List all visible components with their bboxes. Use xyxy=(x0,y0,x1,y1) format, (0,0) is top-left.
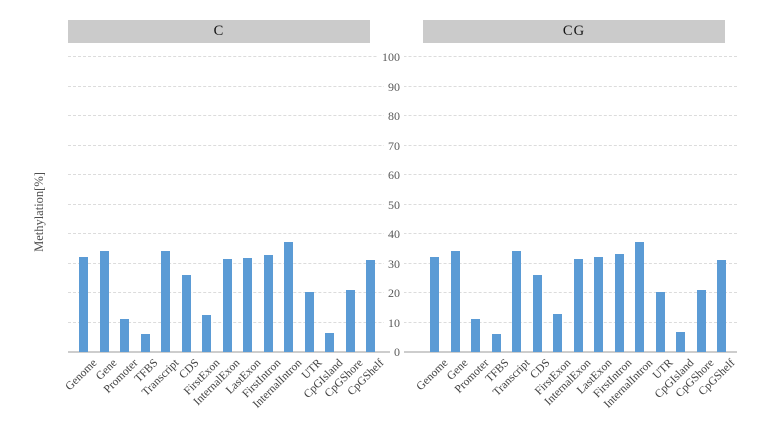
bar-genome xyxy=(430,257,439,352)
bar-firstintron xyxy=(263,254,273,352)
y-tick-label: 10 xyxy=(384,314,404,331)
bar-cds xyxy=(532,275,542,352)
bar-gene xyxy=(450,251,460,352)
bar-cpgshelf xyxy=(717,259,726,352)
y-axis-title: Methylation[%] xyxy=(32,172,46,252)
bar-cpgisland xyxy=(325,332,334,352)
y-tick-label: 60 xyxy=(384,167,404,183)
bar-internalexon xyxy=(573,259,583,352)
y-tick-label: 50 xyxy=(384,196,404,213)
bar-cpgshore xyxy=(696,289,706,352)
bar-firstexon xyxy=(553,314,562,352)
panel-header: C xyxy=(68,20,370,43)
bar-promoter xyxy=(120,318,129,352)
bar-internalintron xyxy=(284,242,293,352)
bar-firstexon xyxy=(202,314,211,352)
bar-cpgisland xyxy=(676,332,685,352)
bar-promoter xyxy=(471,318,480,352)
y-tick-label: 100 xyxy=(378,49,404,65)
bar-gene xyxy=(99,251,109,352)
y-tick-label: 20 xyxy=(384,285,404,301)
bar-genome xyxy=(79,257,88,352)
bar-cds xyxy=(181,275,191,352)
y-tick-label: 0 xyxy=(390,344,404,360)
bar-transcript xyxy=(512,251,521,352)
bar-lastexon xyxy=(243,257,252,352)
bar-lastexon xyxy=(594,257,603,352)
bar-tfbs xyxy=(491,334,501,352)
bar-tfbs xyxy=(140,334,150,352)
bar-cpgshelf xyxy=(366,260,375,352)
bar-transcript xyxy=(161,251,170,352)
y-tick-label: 80 xyxy=(384,108,404,124)
bar-internalintron xyxy=(635,241,644,352)
y-tick-label: 40 xyxy=(384,226,404,242)
bar-internalexon xyxy=(222,259,232,352)
panel-header: CG xyxy=(423,20,725,43)
bar-cpgshore xyxy=(345,290,355,352)
bar-utr xyxy=(304,292,314,352)
y-tick-label: 90 xyxy=(384,78,404,95)
y-tick-label: 30 xyxy=(384,255,404,272)
y-tick-label: 70 xyxy=(384,137,404,154)
bar-utr xyxy=(655,292,665,352)
bar-firstintron xyxy=(614,254,624,352)
